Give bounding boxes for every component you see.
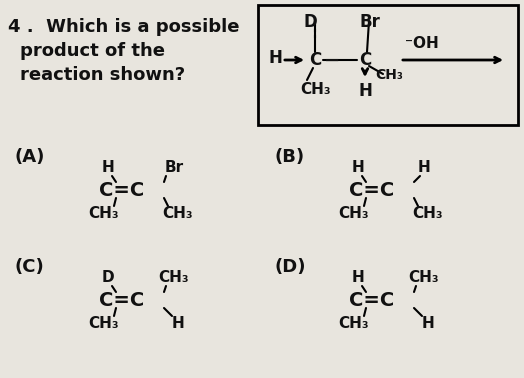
Text: H: H xyxy=(418,161,430,175)
Text: H: H xyxy=(172,316,184,332)
Text: (A): (A) xyxy=(15,148,46,166)
Text: (C): (C) xyxy=(15,258,45,276)
Text: CH₃: CH₃ xyxy=(162,206,193,222)
Text: CH₃: CH₃ xyxy=(159,271,189,285)
Text: CH₃: CH₃ xyxy=(409,271,439,285)
Text: H: H xyxy=(358,82,372,100)
Text: C=C: C=C xyxy=(350,291,395,310)
Text: H: H xyxy=(352,161,364,175)
Text: reaction shown?: reaction shown? xyxy=(20,66,185,84)
Text: C: C xyxy=(359,51,371,69)
Text: (B): (B) xyxy=(275,148,305,166)
Text: C: C xyxy=(309,51,321,69)
Text: CH₃: CH₃ xyxy=(339,206,369,222)
Text: CH₃: CH₃ xyxy=(375,68,403,82)
Text: H: H xyxy=(268,49,282,67)
Text: (D): (D) xyxy=(275,258,307,276)
Text: CH₃: CH₃ xyxy=(339,316,369,332)
Text: Br: Br xyxy=(165,161,183,175)
Text: product of the: product of the xyxy=(20,42,165,60)
Text: C=C: C=C xyxy=(100,291,145,310)
Text: H: H xyxy=(102,161,114,175)
Text: −: − xyxy=(324,51,341,70)
Text: H: H xyxy=(352,271,364,285)
Text: C=C: C=C xyxy=(350,181,395,200)
Text: CH₃: CH₃ xyxy=(89,206,119,222)
Text: ⁻OH: ⁻OH xyxy=(405,37,439,51)
Text: H: H xyxy=(422,316,434,332)
Text: CH₃: CH₃ xyxy=(300,82,331,97)
Text: Br: Br xyxy=(359,13,380,31)
Text: D: D xyxy=(102,271,114,285)
Text: 4 .  Which is a possible: 4 . Which is a possible xyxy=(8,18,239,36)
Bar xyxy=(258,5,518,125)
Text: CH₃: CH₃ xyxy=(89,316,119,332)
Text: D: D xyxy=(303,13,317,31)
Text: CH₃: CH₃ xyxy=(413,206,443,222)
Text: C=C: C=C xyxy=(100,181,145,200)
